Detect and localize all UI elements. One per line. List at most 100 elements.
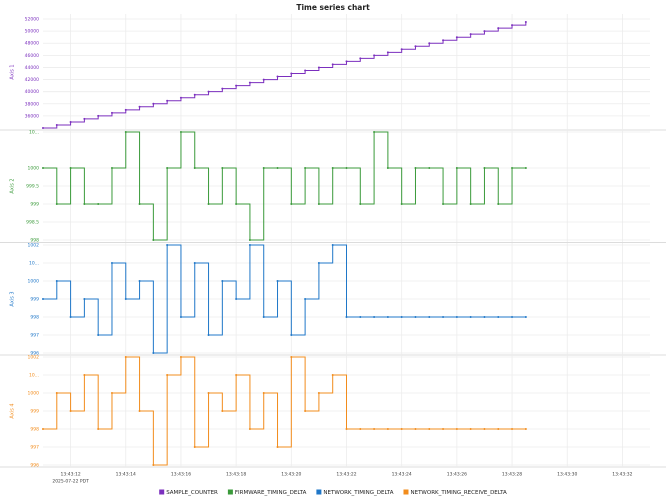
- data-point: [359, 203, 362, 205]
- data-point: [290, 203, 293, 205]
- data-point: [414, 316, 417, 318]
- data-point: [400, 48, 403, 51]
- data-point: [400, 428, 403, 430]
- data-point: [359, 428, 362, 430]
- data-point: [331, 167, 334, 169]
- data-point: [442, 428, 445, 430]
- data-point: [179, 131, 182, 133]
- x-tick-label: 13:43:22: [336, 472, 356, 478]
- data-point: [331, 244, 334, 246]
- data-point: [414, 428, 417, 430]
- data-point: [331, 374, 334, 376]
- data-point: [290, 72, 293, 75]
- data-point: [262, 316, 265, 318]
- data-point: [235, 203, 238, 205]
- data-point: [166, 167, 169, 169]
- data-point: [524, 316, 527, 318]
- data-point: [345, 60, 348, 63]
- data-point: [386, 51, 389, 54]
- x-tick-label: 13:43:18: [226, 472, 246, 478]
- series-line: [43, 244, 526, 354]
- data-point: [345, 428, 348, 430]
- data-point: [428, 316, 431, 318]
- y-tick-label: 10...: [29, 130, 39, 136]
- data-point: [262, 78, 265, 81]
- y-tick-label: 999: [30, 202, 39, 208]
- data-point: [497, 316, 500, 318]
- data-point: [69, 410, 72, 412]
- x-tick-label: 13:43:26: [447, 472, 467, 478]
- data-point: [386, 167, 389, 169]
- y-tick-label: 999.5: [26, 184, 39, 190]
- data-point: [83, 203, 86, 205]
- data-point: [110, 262, 113, 264]
- data-point: [42, 167, 44, 169]
- data-point: [304, 167, 307, 169]
- data-point: [359, 316, 362, 318]
- data-point: [455, 316, 458, 318]
- data-point: [124, 108, 127, 111]
- y-tick-label: 44000: [25, 65, 39, 71]
- data-point: [428, 428, 431, 430]
- data-point: [42, 127, 44, 129]
- data-point: [55, 203, 58, 205]
- y-tick-label: 42000: [25, 77, 39, 83]
- data-point: [207, 90, 210, 93]
- data-point: [511, 316, 514, 318]
- data-point: [207, 203, 210, 205]
- data-point: [345, 316, 348, 318]
- data-point: [193, 262, 196, 264]
- legend-swatch: [159, 489, 165, 495]
- data-point: [262, 167, 265, 169]
- data-point: [304, 298, 307, 300]
- data-point: [83, 374, 86, 376]
- series-line: [43, 22, 527, 129]
- data-point: [511, 167, 514, 169]
- data-point: [276, 167, 279, 169]
- y-tick-label: 1002: [28, 243, 40, 249]
- data-point: [69, 316, 72, 318]
- data-point: [221, 280, 224, 282]
- data-point: [317, 66, 320, 69]
- y-tick-label: 48000: [25, 41, 39, 47]
- y-axis-label: Axis 3: [10, 291, 16, 306]
- data-point: [221, 410, 224, 412]
- data-point: [42, 428, 44, 430]
- y-tick-label: 998: [30, 238, 39, 244]
- data-point: [442, 39, 445, 42]
- data-point: [97, 428, 100, 430]
- data-point: [138, 105, 141, 108]
- data-point: [276, 446, 279, 448]
- data-point: [248, 81, 251, 84]
- data-point: [152, 102, 155, 105]
- data-point: [497, 27, 500, 30]
- legend-swatch: [227, 489, 233, 495]
- y-tick-label: 40000: [25, 89, 39, 95]
- data-point: [110, 167, 113, 169]
- data-point: [304, 69, 307, 72]
- data-point: [97, 114, 100, 117]
- data-point: [331, 63, 334, 66]
- x-tick-label: 13:43:12: [60, 472, 80, 478]
- data-point: [166, 374, 169, 376]
- data-point: [124, 131, 127, 133]
- data-point: [524, 21, 527, 24]
- data-point: [290, 334, 293, 336]
- data-point: [193, 167, 196, 169]
- data-point: [511, 428, 514, 430]
- data-point: [373, 428, 376, 430]
- x-tick-label: 13:43:16: [171, 472, 191, 478]
- y-tick-label: 36000: [25, 113, 39, 119]
- data-point: [179, 356, 182, 358]
- x-tick-label: 13:43:14: [116, 472, 136, 478]
- data-point: [152, 239, 155, 241]
- y-tick-label: 46000: [25, 53, 39, 59]
- data-point: [193, 93, 196, 96]
- data-point: [42, 298, 44, 300]
- data-point: [179, 316, 182, 318]
- data-point: [248, 428, 251, 430]
- data-point: [69, 167, 72, 169]
- data-point: [55, 123, 58, 126]
- data-point: [455, 167, 458, 169]
- data-point: [83, 298, 86, 300]
